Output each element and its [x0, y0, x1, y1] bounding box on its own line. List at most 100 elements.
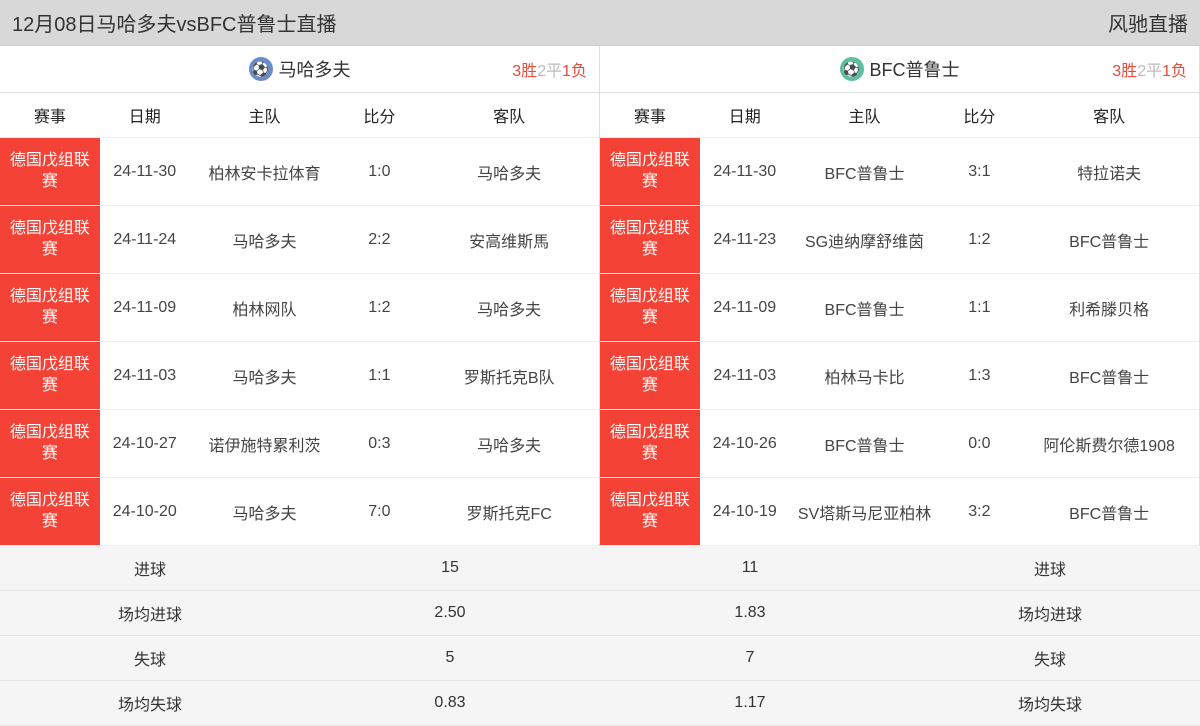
- stat-row-avg-goals: 场均进球 2.50: [0, 591, 600, 636]
- cell-date: 24-10-20: [100, 478, 190, 545]
- col-date: 日期: [100, 93, 190, 137]
- cell-comp: 德国戊组联赛: [0, 274, 100, 341]
- cell-date: 24-10-26: [700, 410, 790, 477]
- right-team-record: 3胜2平1负: [1112, 57, 1187, 81]
- cell-score: 1:2: [339, 274, 419, 341]
- match-row[interactable]: 德国戊组联赛24-11-03柏林马卡比1:3BFC普鲁士: [600, 342, 1199, 410]
- cell-date: 24-11-03: [700, 342, 790, 409]
- match-row[interactable]: 德国戊组联赛24-11-30柏林安卡拉体育1:0马哈多夫: [0, 138, 599, 206]
- cell-comp: 德国戊组联赛: [600, 478, 700, 545]
- stat-row-avg-goals: 1.83 场均进球: [600, 591, 1200, 636]
- col-home: 主队: [190, 93, 340, 137]
- col-competition: 赛事: [0, 93, 100, 137]
- cell-away: 马哈多夫: [419, 274, 599, 341]
- cell-away: 马哈多夫: [419, 138, 599, 205]
- cell-away: BFC普鲁士: [1019, 478, 1199, 545]
- stat-label: 场均失球: [900, 681, 1200, 725]
- cell-comp: 德国戊组联赛: [600, 410, 700, 477]
- match-row[interactable]: 德国戊组联赛24-11-30BFC普鲁士3:1特拉诺夫: [600, 138, 1199, 206]
- stat-value: 1.17: [600, 681, 900, 725]
- left-match-rows: 德国戊组联赛24-11-30柏林安卡拉体育1:0马哈多夫德国戊组联赛24-11-…: [0, 138, 599, 546]
- cell-date: 24-10-19: [700, 478, 790, 545]
- stat-label: 进球: [0, 546, 300, 590]
- cell-home: 马哈多夫: [190, 342, 340, 409]
- cell-comp: 德国戊组联赛: [0, 342, 100, 409]
- match-row[interactable]: 德国戊组联赛24-10-20马哈多夫7:0罗斯托克FC: [0, 478, 599, 546]
- cell-away: 安高维斯馬: [419, 206, 599, 273]
- stats-left-block: 进球 15 场均进球 2.50 失球 5 场均失球 0.83: [0, 546, 600, 726]
- left-team-name: 马哈多夫: [279, 56, 351, 82]
- cell-score: 1:3: [939, 342, 1019, 409]
- stat-value: 2.50: [300, 591, 600, 635]
- cell-date: 24-11-09: [100, 274, 190, 341]
- cell-score: 2:2: [339, 206, 419, 273]
- header-bar: 12月08日马哈多夫vsBFC普鲁士直播 风驰直播: [0, 0, 1200, 46]
- match-row[interactable]: 德国戊组联赛24-10-26BFC普鲁士0:0阿伦斯费尔德1908: [600, 410, 1199, 478]
- col-competition: 赛事: [600, 93, 700, 137]
- cell-score: 1:0: [339, 138, 419, 205]
- match-row[interactable]: 德国戊组联赛24-10-19SV塔斯马尼亚柏林3:2BFC普鲁士: [600, 478, 1199, 546]
- match-row[interactable]: 德国戊组联赛24-11-24马哈多夫2:2安高维斯馬: [0, 206, 599, 274]
- cell-score: 1:1: [939, 274, 1019, 341]
- cell-date: 24-11-30: [700, 138, 790, 205]
- cell-comp: 德国戊组联赛: [600, 274, 700, 341]
- col-score: 比分: [939, 93, 1019, 137]
- stat-row-goals: 进球 15: [0, 546, 600, 591]
- col-away: 客队: [1019, 93, 1199, 137]
- col-home: 主队: [790, 93, 940, 137]
- stat-row-avg-conceded: 场均失球 0.83: [0, 681, 600, 726]
- brand-label: 风驰直播: [1108, 8, 1188, 37]
- col-date: 日期: [700, 93, 790, 137]
- cell-home: BFC普鲁士: [790, 410, 940, 477]
- cell-score: 3:1: [939, 138, 1019, 205]
- cell-home: BFC普鲁士: [790, 274, 940, 341]
- right-team-header: ⚽ BFC普鲁士 3胜2平1负: [600, 46, 1199, 93]
- left-team-record: 3胜2平1负: [512, 57, 587, 81]
- cell-away: 马哈多夫: [419, 410, 599, 477]
- cell-date: 24-11-03: [100, 342, 190, 409]
- cell-home: 柏林马卡比: [790, 342, 940, 409]
- left-team-panel: ⚽ 马哈多夫 3胜2平1负 赛事 日期 主队 比分 客队 德国戊组联赛24-11…: [0, 46, 600, 546]
- stat-value: 5: [300, 636, 600, 680]
- cell-away: 罗斯托克B队: [419, 342, 599, 409]
- stat-value: 11: [600, 546, 900, 590]
- match-row[interactable]: 德国戊组联赛24-11-09BFC普鲁士1:1利希滕贝格: [600, 274, 1199, 342]
- stat-row-conceded: 7 失球: [600, 636, 1200, 681]
- cell-comp: 德国戊组联赛: [600, 138, 700, 205]
- cell-away: 罗斯托克FC: [419, 478, 599, 545]
- stats-section: 进球 15 场均进球 2.50 失球 5 场均失球 0.83 11 进球 1.8…: [0, 546, 1200, 726]
- cell-score: 0:0: [939, 410, 1019, 477]
- cell-score: 7:0: [339, 478, 419, 545]
- cell-home: 马哈多夫: [190, 206, 340, 273]
- right-team-panel: ⚽ BFC普鲁士 3胜2平1负 赛事 日期 主队 比分 客队 德国戊组联赛24-…: [600, 46, 1200, 546]
- cell-comp: 德国戊组联赛: [0, 206, 100, 273]
- cell-date: 24-11-09: [700, 274, 790, 341]
- cell-score: 1:1: [339, 342, 419, 409]
- cell-home: BFC普鲁士: [790, 138, 940, 205]
- cell-comp: 德国戊组联赛: [0, 410, 100, 477]
- stat-row-avg-conceded: 1.17 场均失球: [600, 681, 1200, 726]
- stat-value: 1.83: [600, 591, 900, 635]
- match-row[interactable]: 德国戊组联赛24-11-03马哈多夫1:1罗斯托克B队: [0, 342, 599, 410]
- cell-away: 利希滕贝格: [1019, 274, 1199, 341]
- cell-away: BFC普鲁士: [1019, 206, 1199, 273]
- right-team-icon: ⚽: [840, 57, 864, 81]
- cell-home: 马哈多夫: [190, 478, 340, 545]
- stat-label: 失球: [0, 636, 300, 680]
- cell-home: 柏林安卡拉体育: [190, 138, 340, 205]
- match-row[interactable]: 德国戊组联赛24-11-23SG迪纳摩舒维茵1:2BFC普鲁士: [600, 206, 1199, 274]
- match-row[interactable]: 德国戊组联赛24-10-27诺伊施特累利茨0:3马哈多夫: [0, 410, 599, 478]
- cell-home: SG迪纳摩舒维茵: [790, 206, 940, 273]
- match-row[interactable]: 德国戊组联赛24-11-09柏林网队1:2马哈多夫: [0, 274, 599, 342]
- cell-comp: 德国戊组联赛: [600, 206, 700, 273]
- right-table-header: 赛事 日期 主队 比分 客队: [600, 93, 1199, 138]
- cell-away: 阿伦斯费尔德1908: [1019, 410, 1199, 477]
- left-team-icon: ⚽: [249, 57, 273, 81]
- right-team-name: BFC普鲁士: [870, 56, 960, 82]
- cell-date: 24-10-27: [100, 410, 190, 477]
- page-title: 12月08日马哈多夫vsBFC普鲁士直播: [12, 8, 337, 37]
- cell-comp: 德国戊组联赛: [600, 342, 700, 409]
- col-score: 比分: [339, 93, 419, 137]
- stat-row-conceded: 失球 5: [0, 636, 600, 681]
- cell-date: 24-11-23: [700, 206, 790, 273]
